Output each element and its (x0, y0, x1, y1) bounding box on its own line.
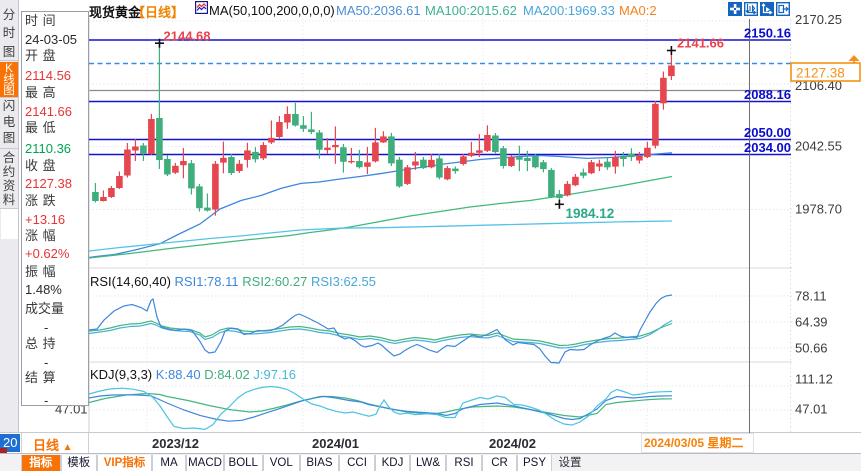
svg-text:2170.25: 2170.25 (795, 12, 842, 27)
svg-text:47.01: 47.01 (795, 402, 828, 417)
svg-text:50.66: 50.66 (795, 341, 828, 356)
svg-text:2150.16: 2150.16 (744, 26, 791, 41)
svg-text:1984.12: 1984.12 (566, 206, 615, 221)
svg-text:2042.55: 2042.55 (795, 139, 842, 154)
svg-text:2141.66: 2141.66 (677, 36, 724, 51)
svg-text:2144.68: 2144.68 (164, 29, 211, 44)
svg-text:78.11: 78.11 (795, 289, 827, 304)
svg-text:2127.38: 2127.38 (796, 66, 845, 81)
svg-text:64.39: 64.39 (795, 315, 828, 330)
svg-text:2034.00: 2034.00 (744, 140, 791, 155)
svg-text:111.12: 111.12 (795, 372, 833, 387)
svg-text:KDJ(9,3,3) K:88.40 D:84.02 J: KDJ(9,3,3) K:88.40 D:84.02 J:97.16 (90, 367, 296, 382)
svg-text:RSI(14,60,40) RSI1:78.11 RSI2: RSI(14,60,40) RSI1:78.11 RSI2:60.27 RSI3… (90, 274, 376, 289)
svg-text:2088.16: 2088.16 (744, 87, 791, 102)
svg-text:1978.70: 1978.70 (795, 202, 842, 217)
svg-text:2050.00: 2050.00 (744, 125, 791, 140)
